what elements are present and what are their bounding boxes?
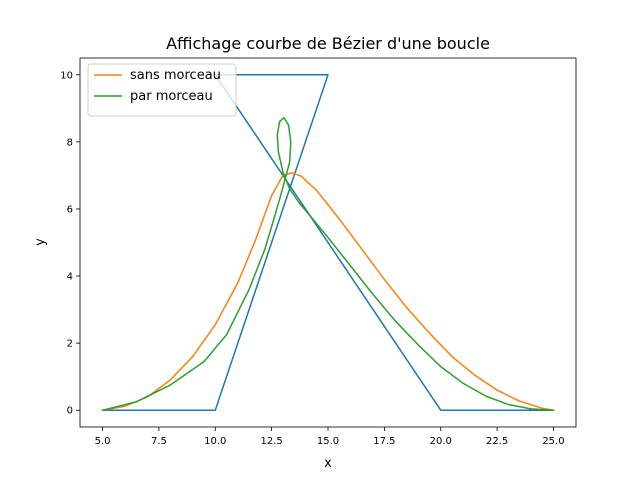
x-tick-label: 20.0 <box>430 436 452 447</box>
chart-title: Affichage courbe de Bézier d'une boucle <box>166 34 490 53</box>
legend-box <box>87 63 237 117</box>
series-line-2 <box>101 171 555 412</box>
legend-label: sans morceau <box>130 68 221 83</box>
x-tick-label: 10.0 <box>204 436 226 447</box>
x-tick-label: 17.5 <box>373 436 395 447</box>
plot-area: 5.0 7.5 10.0 12.5 15.0 17.5 20.0 22.5 25.0 0 2 4 6 8 1… <box>60 57 577 447</box>
x-axis-label: x <box>324 456 332 471</box>
x-tick-label: 15.0 <box>317 436 339 447</box>
x-tick-label: 12.5 <box>261 436 283 447</box>
y-tick-label: 0 <box>67 406 73 417</box>
y-tick-label: 10 <box>60 70 73 81</box>
legend: sans morceau par morceau <box>87 63 237 117</box>
series-line-3 <box>101 116 555 412</box>
y-axis-label: y <box>33 238 48 246</box>
series-line-1 <box>101 74 555 411</box>
y-tick-label: 4 <box>67 272 73 283</box>
y-tick-label: 8 <box>67 137 73 148</box>
x-tick-label: 22.5 <box>486 436 508 447</box>
legend-label: par morceau <box>130 89 213 104</box>
y-tick-label: 6 <box>67 204 73 215</box>
x-tick-label: 7.5 <box>151 436 167 447</box>
x-tick-label: 5.0 <box>95 436 111 447</box>
x-tick-label: 25.0 <box>542 436 564 447</box>
y-tick-label: 2 <box>67 339 73 350</box>
